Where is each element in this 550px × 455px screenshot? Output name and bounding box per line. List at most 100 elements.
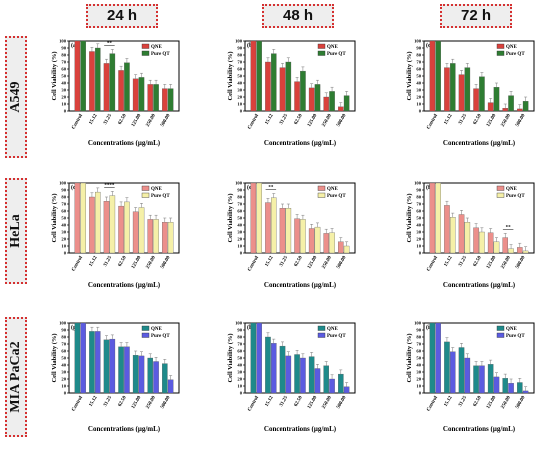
x-tick-label: 15.12 [444,255,454,268]
y-tick-label: 80 [61,195,66,200]
legend-swatch [141,192,150,198]
bar [153,361,159,394]
y-tick-label: 30 [237,230,242,235]
y-tick-label: 100 [59,321,67,326]
bar [94,47,101,112]
bar [444,205,450,254]
y-tick-label: 50 [61,74,66,79]
bar [256,182,262,254]
x-tick-label: 31.25 [279,113,289,126]
x-tick-label: 125.00 [486,255,497,270]
bar [458,214,465,254]
bar [487,364,494,394]
x-tick-label: 62.50 [294,395,304,408]
x-tick-label: 31.25 [103,255,113,268]
x-tick-label: 62.50 [294,255,304,268]
x-tick-label: 250.00 [146,395,157,410]
chart-panel: 0 10 20 30 40 50 60 70 80 90 100 Cell Viability (%)… [51,39,180,147]
bar [250,182,257,254]
y-tick-label: 90 [416,188,421,193]
y-tick-label: 0 [64,251,67,256]
x-tick-label: 125.00 [131,113,142,128]
y-tick-label: 50 [237,74,242,79]
legend-swatch [317,43,326,49]
x-tick-label: 250.00 [322,113,333,128]
y-tick-label: 60 [416,209,421,214]
bar [80,322,86,394]
bar [74,322,81,394]
y-axis-label: Cell Viability (%) [227,333,234,382]
bar [153,219,159,254]
chart-panel: 0 10 20 30 40 50 60 70 80 90 100 Cell Viability (%)… [227,321,356,433]
y-tick-label: 80 [237,53,242,58]
y-tick-label: 20 [416,377,421,382]
x-tick-label: 125.00 [486,395,497,410]
bar [479,76,485,112]
bar [493,376,500,394]
y-tick-label: 80 [416,53,421,58]
bar [167,379,174,394]
x-tick-label: 250.00 [146,255,157,270]
legend-label: Pure QT [327,194,346,199]
bar [294,354,300,394]
x-tick-label: 125.00 [307,113,318,128]
bar [89,331,95,394]
x-tick-label: 31.25 [458,395,468,408]
bar [487,102,494,112]
x-tick-label: 62.50 [118,255,128,268]
bar [124,201,130,254]
x-tick-label: Control [71,255,84,272]
x-tick-label: 31.25 [103,113,113,126]
bar [508,248,514,254]
bar [80,182,86,254]
bar [279,208,286,254]
y-tick-label: 10 [416,384,421,389]
y-tick-label: 40 [61,223,66,228]
legend-label: QNE [327,187,339,192]
bar [323,365,330,394]
y-tick-label: 30 [416,370,421,375]
chart-panel: 0 10 20 30 40 50 60 70 80 90 100 Cell Viability (%)… [406,39,535,147]
bar [473,227,479,254]
y-tick-label: 70 [416,342,421,347]
legend-label: Pure QT [151,194,170,199]
y-tick-label: 50 [237,216,242,221]
legend-swatch [496,185,505,191]
y-tick-label: 60 [237,67,242,72]
bar [338,373,344,394]
y-tick-label: 40 [416,81,421,86]
y-tick-label: 10 [416,102,421,107]
legend-label: Pure QT [151,52,170,57]
significance-label: ** [506,226,512,231]
x-tick-label: 250.00 [501,395,512,410]
legend-swatch [496,43,505,49]
bar [250,40,257,112]
y-tick-label: 80 [61,335,66,340]
row-label-a549: A549 [5,36,27,158]
legend-label: QNE [506,327,518,332]
bar [285,355,292,394]
x-tick-label: 250.00 [501,113,512,128]
x-tick-label: 500.00 [515,255,526,270]
bar [464,357,471,394]
legend-label: Pure QT [506,52,525,57]
bar [502,237,509,254]
bar [109,53,116,112]
y-tick-label: 90 [61,46,66,51]
legend-swatch [317,192,326,198]
bar [435,182,441,254]
bar [338,106,344,112]
panel-label: (c) [426,42,433,49]
bar [94,191,101,254]
bar [109,338,116,394]
y-tick-label: 100 [414,39,422,44]
y-tick-label: 40 [61,81,66,86]
legend-label: QNE [151,327,163,332]
bar [89,51,95,112]
x-tick-label: 500.00 [515,113,526,128]
bar [103,63,110,112]
y-tick-label: 0 [64,391,67,396]
y-tick-label: 40 [416,223,421,228]
y-tick-label: 90 [416,46,421,51]
bar [103,339,110,394]
